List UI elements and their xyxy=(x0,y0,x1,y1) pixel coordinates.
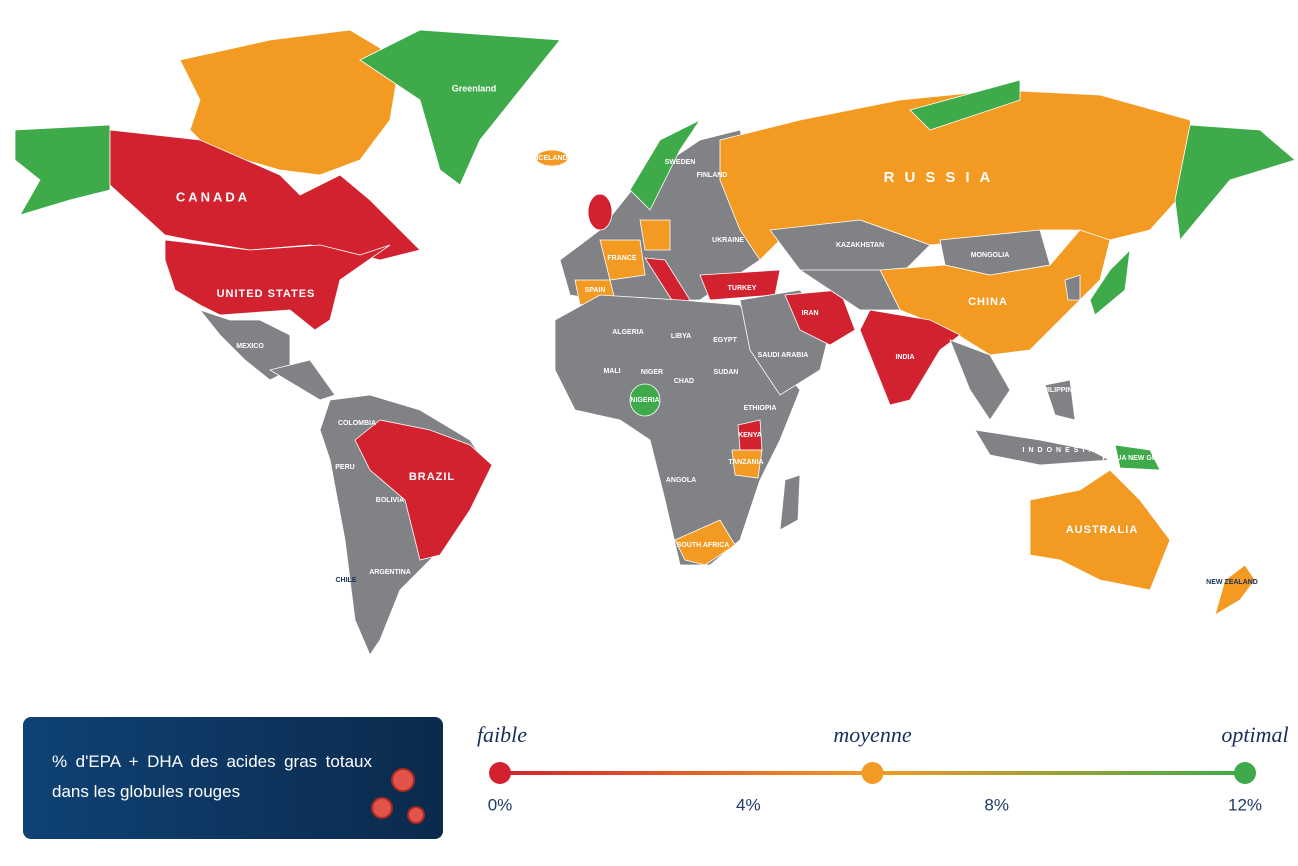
country-label: BOLIVIA xyxy=(376,497,404,504)
countries xyxy=(14,29,1296,656)
country-label: NIGERIA xyxy=(630,397,659,404)
country-label: ETHIOPIA xyxy=(743,405,776,412)
country-labels: Greenland CANADA UNITED STATES RUSSIA CH… xyxy=(176,83,1258,585)
country-label: NEW ZEALAND xyxy=(1206,579,1258,586)
legend-level-dot xyxy=(1234,762,1256,784)
country-label: SOUTH AFRICA xyxy=(677,542,730,549)
country-label: ALGERIA xyxy=(612,329,644,336)
country-label: SPAIN xyxy=(585,287,606,294)
country-label: ARGENTINA xyxy=(369,569,411,576)
country-label: KAZAKHSTAN xyxy=(836,242,884,249)
country-label: MEXICO xyxy=(236,343,264,350)
country-label: CHILE xyxy=(336,577,357,584)
legend-tick-label: 12% xyxy=(1228,795,1262,814)
country-label: MALI xyxy=(603,368,620,375)
country-label: ICELAND xyxy=(536,155,567,162)
legend-description: % d'EPA + DHA des acides gras totaux dan… xyxy=(52,752,372,801)
country-label: PHILIPPINES xyxy=(1038,387,1082,394)
country-label: PAPUA NEW GUINEA xyxy=(1102,455,1173,462)
legend-level-dot xyxy=(861,762,884,784)
country-label: RUSSIA xyxy=(884,169,1001,186)
legend-tick-label: 0% xyxy=(488,795,513,814)
country-label: SWEDEN xyxy=(665,159,696,166)
country-label: EGYPT xyxy=(713,337,737,344)
country-label: BRAZIL xyxy=(409,471,455,483)
country-label: TANZANIA xyxy=(728,459,763,466)
legend-level-dot xyxy=(489,762,511,784)
country-label: MALAYSIA xyxy=(985,419,1021,426)
legend-level-label: optimal xyxy=(1221,722,1288,747)
country-label: NIGER xyxy=(641,369,663,376)
country-label: AUSTRALIA xyxy=(1066,524,1139,536)
country-label: COLOMBIA xyxy=(338,420,376,427)
legend-level-label: moyenne xyxy=(833,722,911,747)
country-label: SUDAN xyxy=(714,369,739,376)
legend-tick-label: 8% xyxy=(984,795,1009,814)
country-label: LIBYA xyxy=(671,333,691,340)
legend: faible moyenne optimal 0% 4% 8% 12% xyxy=(371,722,1289,824)
country-label: SAUDI ARABIA xyxy=(758,352,809,359)
country-label: UKRAINE xyxy=(712,237,744,244)
country-label: IRAN xyxy=(801,310,818,317)
country-label: CANADA xyxy=(176,189,250,204)
legend-level-label: faible xyxy=(477,722,527,747)
country-label: TURKEY xyxy=(728,285,757,292)
country-label: FRANCE xyxy=(607,255,636,262)
country-label: Greenland xyxy=(452,83,497,93)
country-label: MONGOLIA xyxy=(971,252,1010,259)
legend-box: % d'EPA + DHA des acides gras totaux dan… xyxy=(23,717,443,839)
country-label: CHAD xyxy=(674,378,694,385)
country-label: CHINA xyxy=(968,296,1008,308)
country-label: INDONESIA xyxy=(1023,447,1098,454)
country-label: UNITED STATES xyxy=(217,288,316,300)
country-label: FINLAND xyxy=(697,172,728,179)
country-label: KENYA xyxy=(738,432,762,439)
country-label: PERU xyxy=(335,464,354,471)
country-label: ANGOLA xyxy=(666,477,696,484)
legend-tick-label: 4% xyxy=(736,795,761,814)
country-label: INDIA xyxy=(895,354,914,361)
